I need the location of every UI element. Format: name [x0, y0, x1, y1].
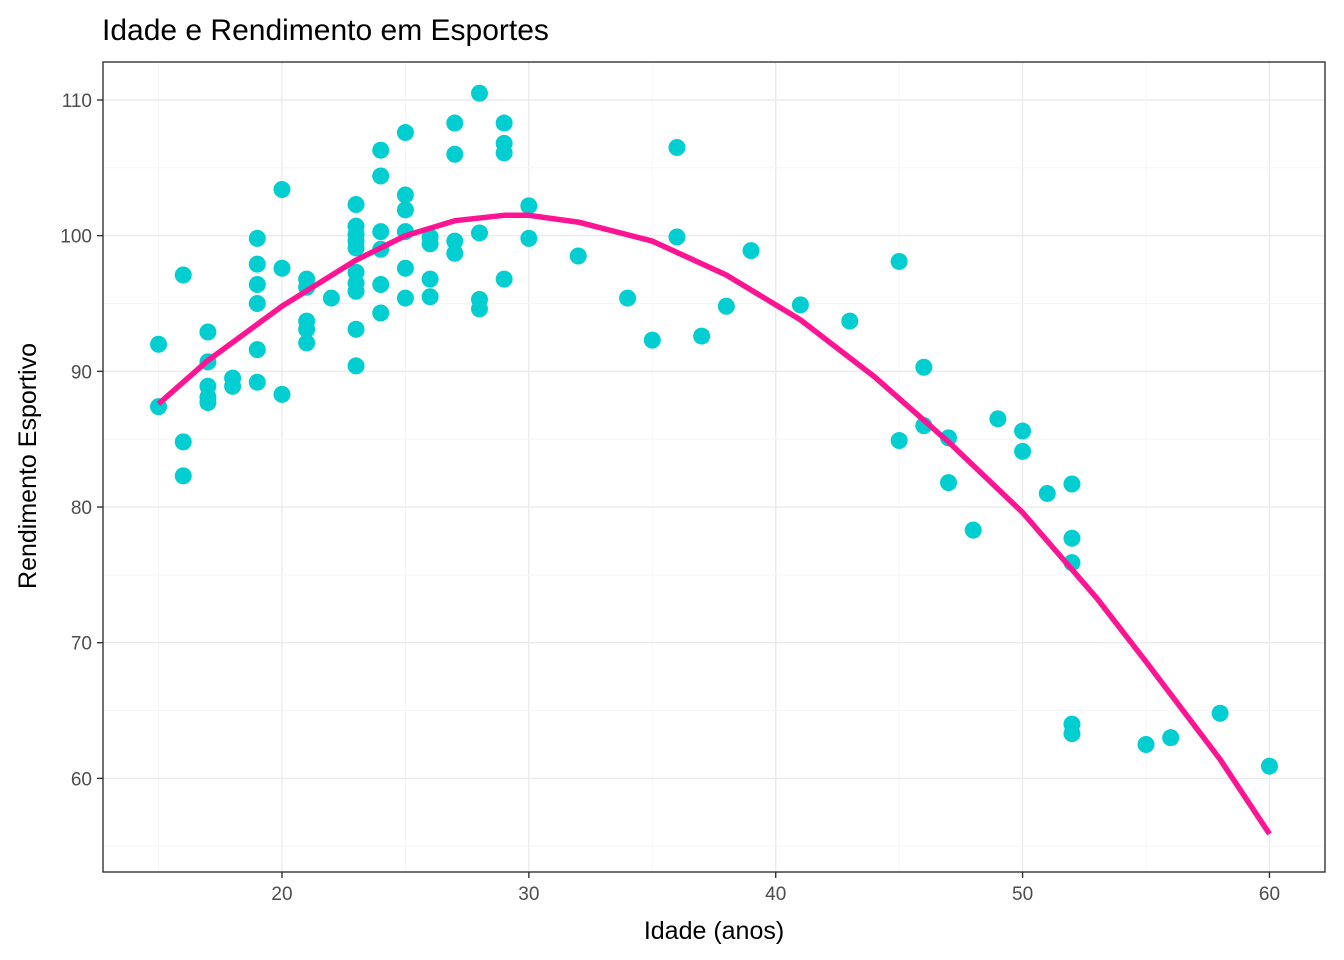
data-point: [470, 224, 488, 242]
chart-title: Idade e Rendimento em Esportes: [102, 14, 549, 47]
data-point: [174, 467, 192, 485]
data-point: [396, 186, 414, 204]
y-tick-label: 90: [71, 362, 92, 383]
data-point: [347, 357, 365, 375]
data-point: [1260, 757, 1278, 775]
data-point: [421, 288, 439, 306]
data-point: [841, 312, 859, 330]
data-point: [964, 521, 982, 539]
y-tick-label: 60: [71, 769, 92, 790]
data-point: [347, 195, 365, 213]
x-axis: 20 30 40 50 60: [271, 872, 1280, 905]
y-tick-label: 100: [60, 227, 92, 248]
data-point: [446, 145, 464, 163]
x-axis-title: Idade (anos): [644, 917, 784, 945]
data-point: [446, 114, 464, 132]
y-tick-label: 80: [71, 498, 92, 519]
fit-curve: [156, 212, 1272, 836]
y-tick-label: 110: [62, 91, 92, 112]
data-point: [248, 229, 266, 247]
data-point: [470, 84, 488, 102]
data-point: [421, 235, 439, 253]
fit-curve-group: [156, 212, 1272, 836]
x-tick-label: 40: [765, 884, 786, 905]
data-point: [298, 320, 316, 338]
data-point: [248, 341, 266, 359]
data-point: [619, 289, 637, 307]
data-point: [347, 239, 365, 257]
plot-border: [102, 61, 1326, 873]
data-point: [298, 334, 316, 352]
data-point: [1063, 529, 1081, 547]
data-point: [1137, 735, 1155, 753]
data-point: [421, 270, 439, 288]
data-point: [347, 320, 365, 338]
y-tick-label: 70: [71, 634, 92, 655]
data-point: [520, 229, 538, 247]
data-point: [199, 323, 217, 341]
data-point: [396, 124, 414, 142]
data-points: [150, 84, 1278, 775]
data-point: [1063, 475, 1081, 493]
data-point: [248, 255, 266, 273]
data-point: [174, 433, 192, 451]
data-point: [273, 385, 291, 403]
data-point: [693, 327, 711, 345]
data-point: [742, 242, 760, 260]
y-axis-title: Rendimento Esportivo: [14, 343, 42, 589]
data-point: [446, 244, 464, 262]
x-tick-label: 50: [1012, 884, 1033, 905]
data-point: [273, 259, 291, 277]
data-point: [372, 304, 390, 322]
data-point: [495, 114, 513, 132]
data-point: [495, 144, 513, 162]
data-point: [668, 228, 686, 246]
data-point: [396, 201, 414, 219]
data-point: [347, 282, 365, 300]
data-point: [940, 474, 958, 492]
data-point: [643, 331, 661, 349]
data-point: [791, 296, 809, 314]
data-point: [717, 297, 735, 315]
data-point: [273, 181, 291, 199]
data-point: [1162, 729, 1180, 747]
data-point: [495, 270, 513, 288]
data-point: [396, 289, 414, 307]
data-point: [470, 300, 488, 318]
data-point: [372, 141, 390, 159]
data-point: [248, 276, 266, 294]
data-point: [396, 259, 414, 277]
data-point: [199, 394, 217, 412]
data-point: [569, 247, 587, 265]
data-point: [248, 373, 266, 391]
data-point: [150, 335, 168, 353]
data-point: [890, 252, 908, 270]
data-point: [940, 429, 958, 447]
x-tick-label: 60: [1259, 884, 1280, 905]
data-point: [1014, 442, 1032, 460]
y-axis: 60 70 80 90 100 110: [60, 91, 103, 790]
data-point: [174, 266, 192, 284]
data-point: [989, 410, 1007, 428]
data-point: [224, 377, 242, 395]
x-tick-label: 30: [518, 884, 539, 905]
data-point: [915, 358, 933, 376]
data-point: [1063, 725, 1081, 743]
data-point: [372, 167, 390, 185]
data-point: [248, 295, 266, 313]
data-point: [1014, 422, 1032, 440]
data-point: [520, 197, 538, 215]
data-point: [890, 432, 908, 450]
data-point: [446, 232, 464, 250]
x-tick-label: 20: [271, 884, 292, 905]
data-point: [1038, 484, 1056, 502]
data-point: [372, 223, 390, 241]
grid: [103, 62, 1325, 872]
data-point: [668, 138, 686, 156]
data-point: [322, 289, 340, 307]
data-point: [1211, 704, 1229, 722]
data-point: [372, 276, 390, 294]
